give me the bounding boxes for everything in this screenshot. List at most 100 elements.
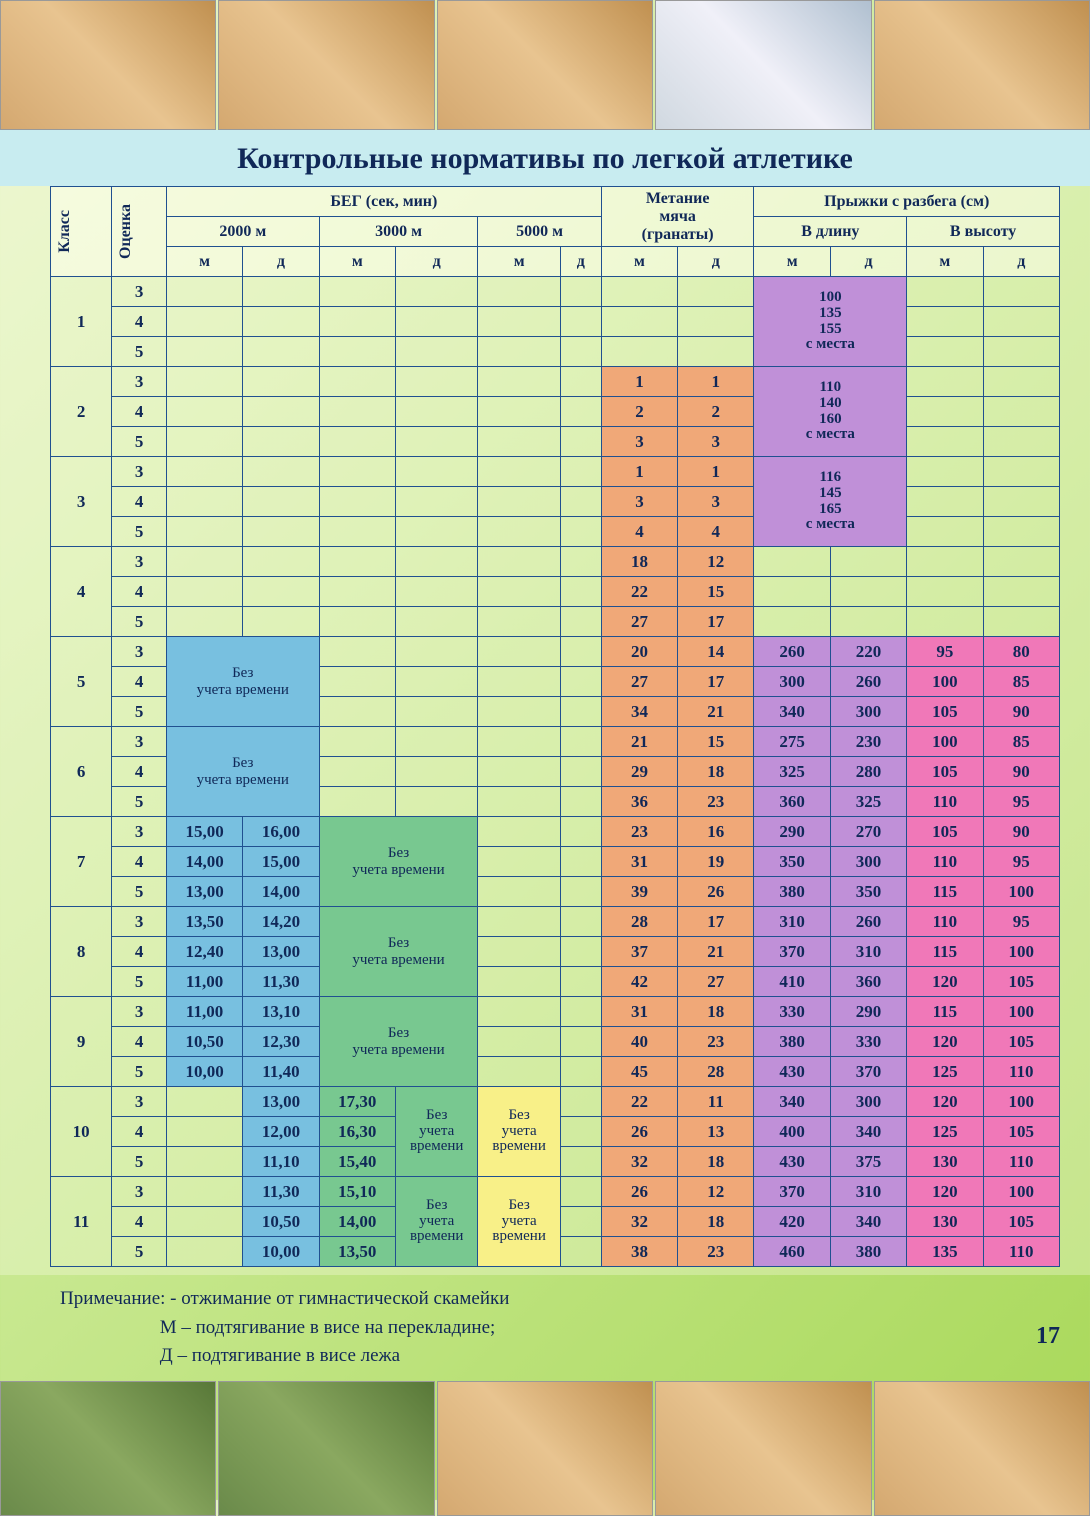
table-cell: 4 bbox=[112, 1117, 167, 1147]
table-cell: 4 bbox=[112, 757, 167, 787]
table-cell: 3 bbox=[112, 997, 167, 1027]
table-cell bbox=[478, 337, 560, 367]
table-cell: 135 bbox=[907, 1237, 983, 1267]
table-cell: 17 bbox=[678, 907, 754, 937]
table-cell bbox=[395, 577, 477, 607]
table-cell bbox=[478, 397, 560, 427]
table-cell: 18 bbox=[678, 1207, 754, 1237]
table-cell bbox=[319, 367, 395, 397]
table-cell: 300 bbox=[754, 667, 830, 697]
table-cell: 15,00 bbox=[243, 847, 319, 877]
table-cell: 36 bbox=[601, 787, 677, 817]
table-cell: 13,50 bbox=[319, 1237, 395, 1267]
table-cell bbox=[319, 397, 395, 427]
table-cell: 38 bbox=[601, 1237, 677, 1267]
table-cell: 370 bbox=[754, 1177, 830, 1207]
table-cell: 116145165с места bbox=[754, 457, 907, 547]
photo bbox=[874, 0, 1090, 130]
table-cell: 32 bbox=[601, 1207, 677, 1237]
table-cell bbox=[166, 1237, 242, 1267]
table-row: 533 bbox=[51, 427, 1060, 457]
table-cell: 3 bbox=[601, 427, 677, 457]
table-cell bbox=[560, 307, 601, 337]
table-cell: 360 bbox=[830, 967, 906, 997]
table-cell: 11,10 bbox=[243, 1147, 319, 1177]
table-cell bbox=[395, 487, 477, 517]
table-cell: 13,00 bbox=[243, 1087, 319, 1117]
table-row: 3311116145165с места bbox=[51, 457, 1060, 487]
table-cell: 12,00 bbox=[243, 1117, 319, 1147]
table-cell: 105 bbox=[983, 1117, 1059, 1147]
table-cell bbox=[601, 337, 677, 367]
table-cell bbox=[560, 367, 601, 397]
photo bbox=[0, 0, 216, 130]
table-cell: 16,30 bbox=[319, 1117, 395, 1147]
table-cell: 380 bbox=[754, 877, 830, 907]
th-klass: Класс bbox=[51, 187, 112, 277]
page-number: 17 bbox=[1036, 1323, 1060, 1350]
table-row: 414,0015,00311935030011095 bbox=[51, 847, 1060, 877]
table-cell bbox=[560, 517, 601, 547]
table-cell: 6 bbox=[51, 727, 112, 817]
table-cell bbox=[395, 517, 477, 547]
table-cell: 300 bbox=[830, 1087, 906, 1117]
table-cell bbox=[395, 337, 477, 367]
table-cell bbox=[395, 277, 477, 307]
table-cell: 310 bbox=[830, 937, 906, 967]
table-cell bbox=[560, 727, 601, 757]
th-running: БЕГ (сек, мин) bbox=[166, 187, 601, 217]
th-3000: 3000 м bbox=[319, 217, 478, 247]
th-grade: Оценка bbox=[112, 187, 167, 277]
table-cell bbox=[243, 367, 319, 397]
table-cell: 110 bbox=[907, 907, 983, 937]
table-cell bbox=[319, 787, 395, 817]
table-cell: 11 bbox=[678, 1087, 754, 1117]
table-cell: 28 bbox=[601, 907, 677, 937]
table-cell bbox=[166, 607, 242, 637]
table-cell bbox=[907, 337, 983, 367]
table-cell: 290 bbox=[830, 997, 906, 1027]
table-cell: 5 bbox=[112, 1057, 167, 1087]
table-cell: 95 bbox=[983, 787, 1059, 817]
table-cell bbox=[395, 667, 477, 697]
table-cell bbox=[560, 697, 601, 727]
table-cell bbox=[560, 457, 601, 487]
table-cell bbox=[395, 397, 477, 427]
table-cell: Безучета времени bbox=[166, 727, 319, 817]
table-cell: 125 bbox=[907, 1057, 983, 1087]
table-cell: 4 bbox=[112, 487, 167, 517]
table-cell: 105 bbox=[907, 757, 983, 787]
table-cell: 5 bbox=[51, 637, 112, 727]
photo bbox=[437, 1381, 653, 1516]
table-cell bbox=[478, 907, 560, 937]
table-cell: 31 bbox=[601, 997, 677, 1027]
table-cell: 1 bbox=[601, 457, 677, 487]
table-cell: 120 bbox=[907, 1027, 983, 1057]
table-cell: 11,30 bbox=[243, 967, 319, 997]
table-row: 8313,5014,20Безучета времени281731026011… bbox=[51, 907, 1060, 937]
table-cell bbox=[319, 427, 395, 457]
table-cell bbox=[560, 1207, 601, 1237]
table-cell: 3 bbox=[112, 277, 167, 307]
table-cell: 300 bbox=[830, 847, 906, 877]
table-cell: 4 bbox=[112, 937, 167, 967]
table-cell: 27 bbox=[678, 967, 754, 997]
table-cell: 18 bbox=[678, 757, 754, 787]
table-cell bbox=[395, 787, 477, 817]
table-cell bbox=[478, 697, 560, 727]
table-cell bbox=[983, 547, 1059, 577]
table-cell: 39 bbox=[601, 877, 677, 907]
table-cell: 10 bbox=[51, 1087, 112, 1177]
table-cell bbox=[319, 607, 395, 637]
table-cell: 4 bbox=[112, 1207, 167, 1237]
table-cell bbox=[319, 547, 395, 577]
table-cell bbox=[983, 517, 1059, 547]
table-cell: 5 bbox=[112, 337, 167, 367]
table-cell: 20 bbox=[601, 637, 677, 667]
table-cell bbox=[478, 427, 560, 457]
table-cell: 14,00 bbox=[166, 847, 242, 877]
table-cell: Безучетавремени bbox=[395, 1177, 477, 1267]
table-cell: 7 bbox=[51, 817, 112, 907]
table-cell: 4 bbox=[601, 517, 677, 547]
table-cell bbox=[243, 487, 319, 517]
